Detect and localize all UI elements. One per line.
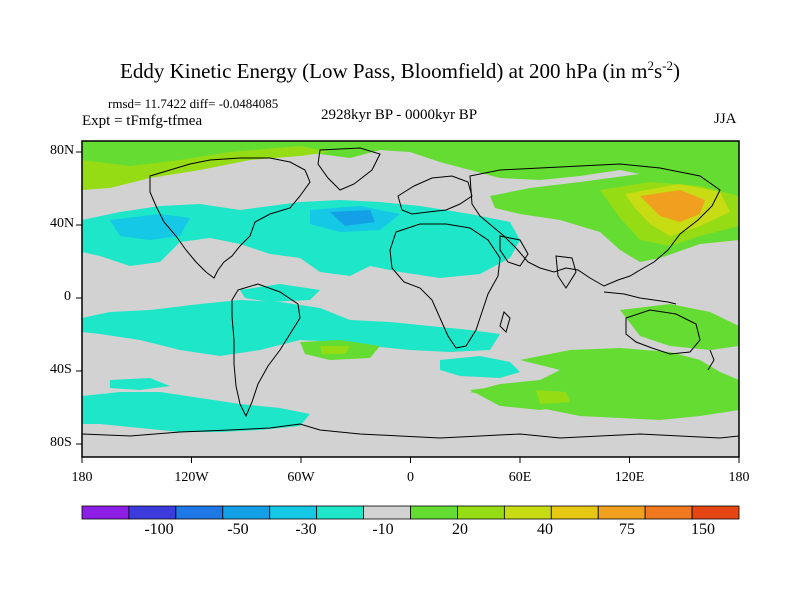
atlantic-negative-strong xyxy=(330,210,375,226)
africa-coast xyxy=(389,223,501,349)
colorbar-swatch xyxy=(410,505,458,520)
south-indian-negative-blob xyxy=(440,356,520,378)
colorbar-swatch xyxy=(175,505,224,520)
asia-coast xyxy=(469,163,721,287)
south-pacific-negative-blob xyxy=(240,284,320,302)
india-coast xyxy=(555,255,577,289)
lat-label-80n: 80N xyxy=(50,143,75,158)
colorbar-label-150: 150 xyxy=(691,521,715,538)
experiment-label: Expt = tFmfg-tfmea xyxy=(82,113,203,129)
colorbar-swatch xyxy=(457,505,505,520)
europe-coast xyxy=(397,175,473,215)
antarctica-coast xyxy=(82,423,739,439)
map-field xyxy=(82,141,739,457)
south-pacific-negative-band xyxy=(82,300,500,356)
colorbar-swatch xyxy=(550,505,599,520)
period-label: 2928kyr BP - 0000kyr BP xyxy=(321,107,478,123)
colorbar-swatch xyxy=(269,505,318,520)
colorbar-swatch xyxy=(363,505,411,520)
plot-title: Eddy Kinetic Energy (Low Pass, Bloomfiel… xyxy=(120,58,680,83)
pacific-negative-mid xyxy=(120,218,160,232)
asia-positive-peak xyxy=(640,190,705,222)
lon-label-120w: 120W xyxy=(174,470,209,485)
colorbar-label-20: 20 xyxy=(452,521,468,538)
australia-coast xyxy=(625,309,701,355)
colorbar-swatch xyxy=(316,505,364,520)
south-america-coast xyxy=(231,283,301,418)
colorbar xyxy=(81,505,740,520)
colorbar-label-40: 40 xyxy=(537,521,553,538)
lon-label-60w: 60W xyxy=(287,470,315,485)
colorbar-swatch xyxy=(503,505,552,520)
colorbar-label-75: 75 xyxy=(619,521,635,538)
colorbar-label-neg10: -10 xyxy=(372,521,394,538)
indonesia-coast xyxy=(603,291,677,305)
arabia-coast xyxy=(499,235,529,267)
antarctic-negative-band xyxy=(82,392,310,432)
south-atlantic-positive-core xyxy=(320,346,350,354)
colorbar-label-neg100: -100 xyxy=(144,521,174,538)
north-atlantic-negative-band xyxy=(82,200,520,278)
colorbar-swatch xyxy=(81,505,130,520)
greenland-coast xyxy=(317,147,381,191)
north-america-coast xyxy=(149,157,311,279)
colorbar-swatch xyxy=(597,505,646,520)
colorbar-label-neg50: -50 xyxy=(227,521,249,538)
colorbar-swatch xyxy=(644,505,693,520)
madagascar-coast xyxy=(499,311,511,333)
lon-label-60e: 60E xyxy=(508,470,532,485)
lon-label-120e: 120E xyxy=(614,470,645,485)
colorbar-swatch xyxy=(222,505,271,520)
rmsd-diff-stats: rmsd= 11.7422 diff= -0.0484085 xyxy=(108,96,279,111)
lon-label-180w: 180 xyxy=(71,470,93,485)
axis-ticks xyxy=(76,151,740,463)
australia-positive xyxy=(620,304,739,350)
antarctic-negative-small xyxy=(110,378,170,390)
lon-label-0: 0 xyxy=(407,470,414,485)
colorbar-swatch xyxy=(691,505,740,520)
colorbar-label-neg30: -30 xyxy=(295,521,317,538)
arctic-positive-mid xyxy=(82,146,330,190)
west-indian-positive xyxy=(470,384,580,410)
new-zealand-coast xyxy=(707,349,715,371)
coastlines xyxy=(82,147,739,439)
lat-label-40s: 40S xyxy=(50,362,72,377)
lat-label-0: 0 xyxy=(64,289,71,304)
colorbar-swatch xyxy=(128,505,177,520)
lat-label-40n: 40N xyxy=(50,216,75,231)
season-label: JJA xyxy=(714,111,737,127)
indian-positive-core xyxy=(536,390,570,404)
lat-label-80s: 80S xyxy=(50,435,72,450)
lon-label-180e: 180 xyxy=(728,470,750,485)
